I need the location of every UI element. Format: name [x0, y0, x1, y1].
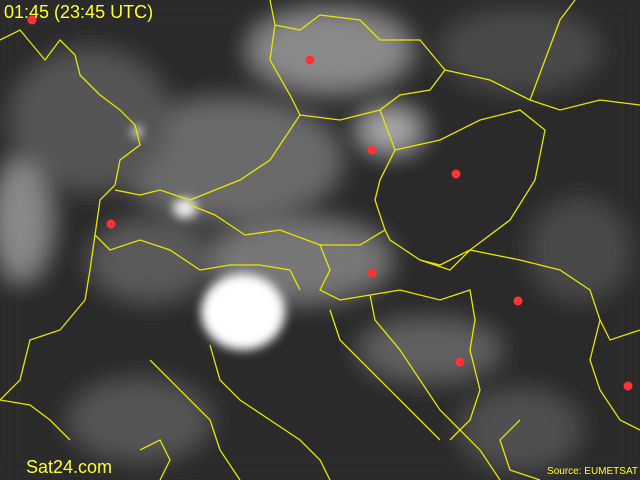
- city-marker: [106, 219, 116, 229]
- timestamp-label: 01:45 (23:45 UTC): [4, 2, 154, 22]
- brand-label[interactable]: Sat24.com: [26, 457, 113, 477]
- storm-cells: [132, 126, 285, 350]
- city-marker: [27, 15, 37, 25]
- city-marker: [455, 357, 465, 367]
- source-credit: Source: EUMETSAT: [547, 466, 638, 477]
- city-marker: [513, 296, 523, 306]
- city-marker: [623, 381, 633, 391]
- city-markers: [27, 15, 633, 391]
- city-marker: [367, 268, 377, 278]
- city-marker: [305, 55, 315, 65]
- city-marker: [451, 169, 461, 179]
- city-marker: [367, 145, 377, 155]
